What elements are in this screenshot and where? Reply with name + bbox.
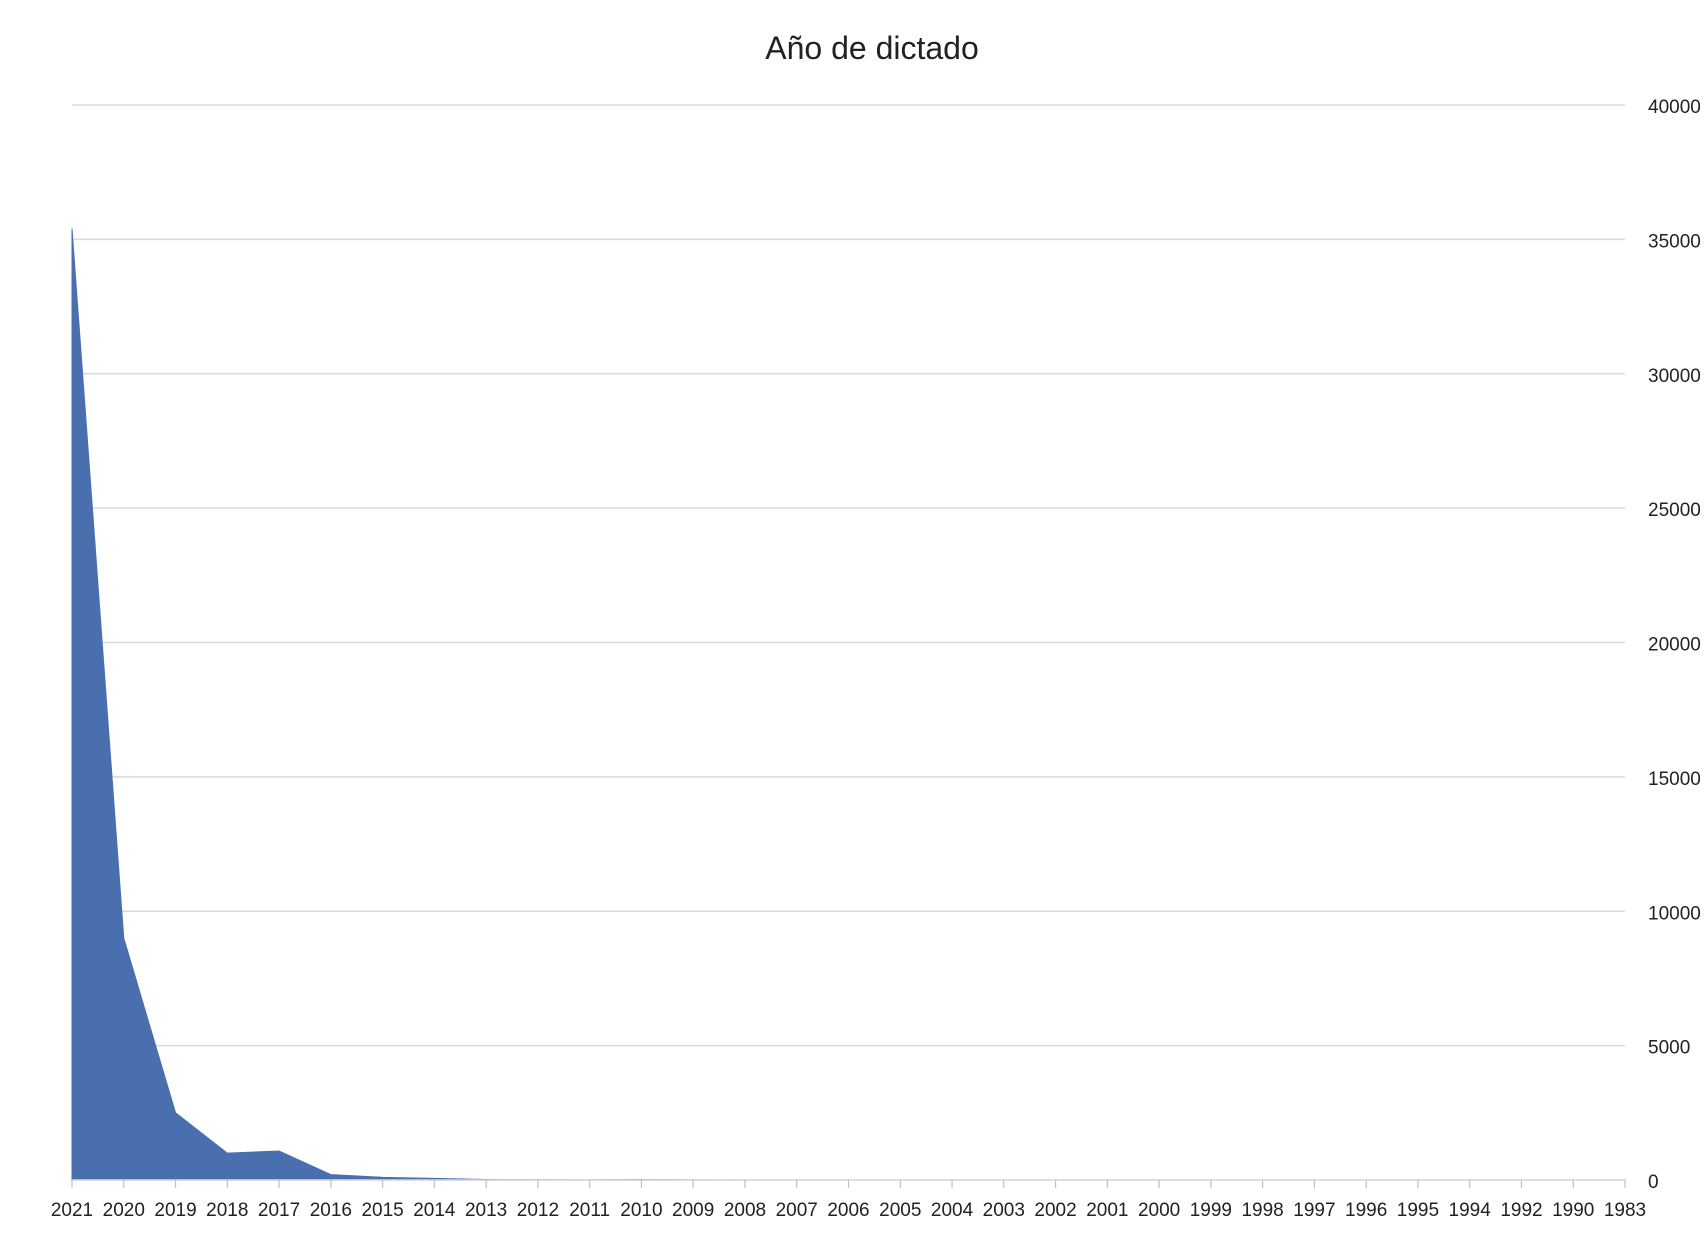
x-tick-label: 2009 <box>672 1200 714 1221</box>
x-tick-label: 2021 <box>51 1200 93 1221</box>
y-tick-label: 35000 <box>1648 231 1701 252</box>
x-tick-label: 2013 <box>465 1200 507 1221</box>
x-tick-label: 2000 <box>1138 1200 1180 1221</box>
y-tick-label: 5000 <box>1648 1038 1690 1059</box>
x-tick-label: 2003 <box>983 1200 1025 1221</box>
x-tick-label: 2020 <box>103 1200 145 1221</box>
x-tick-label: 1996 <box>1345 1200 1387 1221</box>
y-tick-label: 40000 <box>1648 97 1701 118</box>
y-tick-label: 15000 <box>1648 769 1701 790</box>
y-tick-label: 10000 <box>1648 903 1701 924</box>
x-tick-label: 2015 <box>361 1200 403 1221</box>
y-tick-label: 0 <box>1648 1172 1659 1193</box>
x-tick-label: 2019 <box>154 1200 196 1221</box>
chart-title: Año de dictado <box>765 30 979 66</box>
x-tick-label: 2014 <box>413 1200 456 1221</box>
x-axis: 2021 2020 2019 2018 2017 2016 2015 2014 2013 2012… <box>51 1179 1646 1221</box>
y-axis: 0 5000 10000 15000 20000 25000 30000 35000 40000 <box>1648 97 1701 1193</box>
x-tick-label: 1990 <box>1552 1200 1594 1221</box>
data-area <box>71 228 1626 1181</box>
x-tick-label: 1997 <box>1293 1200 1335 1221</box>
x-tick-label: 2016 <box>310 1200 352 1221</box>
y-tick-label: 25000 <box>1648 500 1701 521</box>
gridlines <box>72 104 1625 1181</box>
x-tick-label: 2010 <box>620 1200 662 1221</box>
x-tick-label: 2004 <box>931 1200 974 1221</box>
x-tick-label: 1995 <box>1397 1200 1439 1221</box>
x-tick-label: 2012 <box>517 1200 559 1221</box>
x-tick-label: 2007 <box>776 1200 818 1221</box>
x-tick-label: 2005 <box>879 1200 921 1221</box>
x-tick-label: 2006 <box>827 1200 869 1221</box>
x-tick-label: 1992 <box>1500 1200 1542 1221</box>
y-tick-label: 30000 <box>1648 366 1701 387</box>
x-tick-label: 2002 <box>1034 1200 1076 1221</box>
x-tick-label: 1998 <box>1241 1200 1283 1221</box>
y-tick-label: 20000 <box>1648 635 1701 656</box>
x-tick-label: 2001 <box>1086 1200 1128 1221</box>
x-tick-label: 1983 <box>1604 1200 1646 1221</box>
x-tick-label: 1994 <box>1449 1200 1492 1221</box>
x-tick-label: 2017 <box>258 1200 300 1221</box>
x-tick-label: 2011 <box>569 1200 610 1221</box>
area-series <box>71 228 1626 1181</box>
x-tick-label: 2018 <box>206 1200 248 1221</box>
x-tick-label: 1999 <box>1190 1200 1232 1221</box>
x-tick-label: 2008 <box>724 1200 766 1221</box>
